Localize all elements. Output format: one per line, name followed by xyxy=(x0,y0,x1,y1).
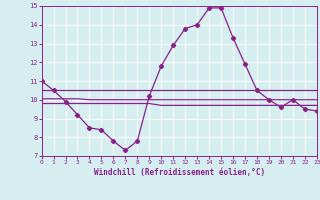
X-axis label: Windchill (Refroidissement éolien,°C): Windchill (Refroidissement éolien,°C) xyxy=(94,168,265,177)
